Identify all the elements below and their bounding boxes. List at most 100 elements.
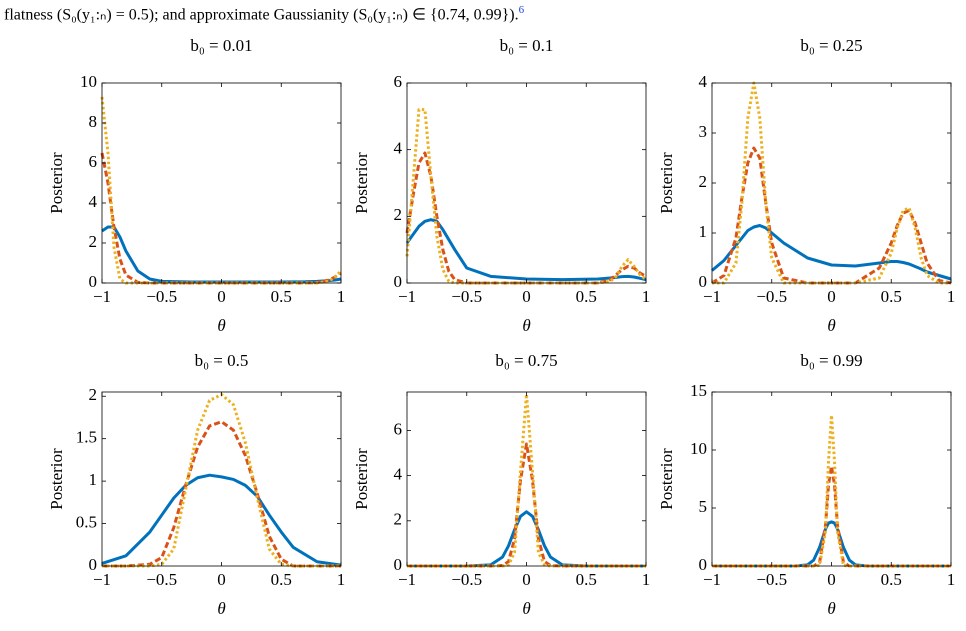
x-tick-label: 1 (337, 570, 346, 589)
x-tick-label: 0 (522, 287, 531, 306)
x-tick-label: 1 (642, 287, 651, 306)
y-tick-label: 6 (394, 72, 403, 91)
y-tick-label: 0 (699, 272, 708, 291)
header-text: flatness (S₀(y₁:ₙ) = 0.5); and approxima… (4, 4, 524, 24)
y-tick-label: 8 (89, 112, 98, 131)
y-axis-label: Posterior (47, 152, 66, 214)
data-line (102, 393, 341, 568)
data-line (712, 413, 951, 568)
data-line (101, 225, 342, 284)
y-tick-label: 6 (394, 419, 403, 438)
plot-frame (406, 391, 647, 567)
x-axis-label: θ (522, 316, 530, 335)
y-axis-label: Posterior (352, 152, 371, 214)
chart-title: b₀ = 0.5 (195, 351, 249, 370)
x-tick-label: −1 (93, 570, 111, 589)
data-line (405, 108, 647, 285)
x-tick-label: 0 (827, 570, 836, 589)
y-tick-label: 2 (394, 205, 403, 224)
data-line (405, 151, 647, 285)
y-tick-label: 1 (89, 470, 98, 489)
x-tick-label: 0 (827, 287, 836, 306)
x-tick-label: −0.5 (451, 570, 482, 589)
x-tick-label: 1 (947, 287, 956, 306)
plot-frame (101, 391, 342, 567)
y-tick-label: 3 (699, 122, 708, 141)
y-tick-label: 2 (394, 510, 403, 529)
y-tick-label: 4 (89, 192, 98, 211)
x-tick-label: −1 (703, 570, 721, 589)
x-tick-label: −0.5 (756, 570, 787, 589)
chart-title: b₀ = 0.1 (500, 36, 554, 55)
x-tick-label: −0.5 (146, 287, 177, 306)
data-line (100, 152, 342, 285)
x-tick-label: −1 (398, 570, 416, 589)
x-tick-label: 0.5 (271, 287, 292, 306)
x-tick-label: −1 (703, 287, 721, 306)
x-axis-label: θ (217, 599, 225, 618)
data-line (407, 392, 646, 568)
x-tick-label: 1 (947, 570, 956, 589)
data-line (101, 473, 342, 567)
x-axis-label: θ (827, 316, 835, 335)
data-line (407, 442, 646, 568)
data-line (711, 224, 952, 281)
x-tick-label: 0 (217, 570, 226, 589)
y-tick-label: 10 (690, 439, 707, 458)
x-axis-label: θ (827, 599, 835, 618)
y-axis-label: Posterior (657, 152, 676, 214)
x-tick-label: −0.5 (756, 287, 787, 306)
plot-frame (101, 82, 342, 284)
x-tick-label: −1 (398, 287, 416, 306)
y-tick-label: 5 (699, 497, 708, 516)
y-tick-label: 4 (394, 139, 403, 158)
x-tick-label: 0.5 (576, 287, 597, 306)
y-tick-label: 0.5 (76, 512, 97, 531)
data-line (102, 420, 341, 568)
x-tick-label: 1 (337, 287, 346, 306)
y-tick-label: 15 (690, 381, 707, 400)
x-tick-label: −0.5 (146, 570, 177, 589)
y-axis-label: Posterior (47, 448, 66, 510)
y-tick-label: 4 (699, 72, 708, 91)
y-tick-label: 0 (89, 555, 98, 574)
x-tick-label: 0.5 (881, 570, 902, 589)
y-tick-label: 10 (80, 72, 97, 91)
x-tick-label: 0.5 (576, 570, 597, 589)
y-tick-label: 0 (699, 555, 708, 574)
chart-title: b₀ = 0.01 (190, 36, 252, 55)
y-tick-label: 0 (394, 555, 403, 574)
x-axis-label: θ (522, 599, 530, 618)
data-line (712, 81, 951, 285)
y-tick-label: 4 (394, 465, 403, 484)
y-tick-label: 2 (89, 232, 98, 251)
x-tick-label: 0.5 (881, 287, 902, 306)
footnote-mark: 6 (518, 4, 525, 16)
chart-title: b₀ = 0.75 (495, 351, 557, 370)
y-tick-label: 2 (699, 172, 708, 191)
x-tick-label: 0.5 (271, 570, 292, 589)
data-line (712, 464, 951, 568)
y-tick-label: 2 (89, 385, 98, 404)
data-line (407, 510, 646, 568)
data-line (405, 218, 647, 282)
y-tick-label: 1.5 (76, 428, 97, 447)
data-line (711, 146, 952, 285)
chart-title: b₀ = 0.99 (800, 351, 862, 370)
chart-title: b₀ = 0.25 (800, 36, 862, 55)
data-line (100, 96, 343, 285)
x-tick-label: 0 (217, 287, 226, 306)
x-tick-label: 1 (642, 570, 651, 589)
header-sentence: flatness (S₀(y₁:ₙ) = 0.5); and approxima… (4, 6, 519, 24)
y-tick-label: 6 (89, 152, 98, 171)
y-tick-label: 1 (699, 222, 708, 241)
y-tick-label: 0 (394, 272, 403, 291)
x-tick-label: −1 (93, 287, 111, 306)
data-line (712, 520, 951, 568)
y-axis-label: Posterior (657, 448, 676, 510)
y-axis-label: Posterior (352, 448, 371, 510)
x-tick-label: 0 (522, 570, 531, 589)
x-axis-label: θ (217, 316, 225, 335)
y-tick-label: 0 (89, 272, 98, 291)
